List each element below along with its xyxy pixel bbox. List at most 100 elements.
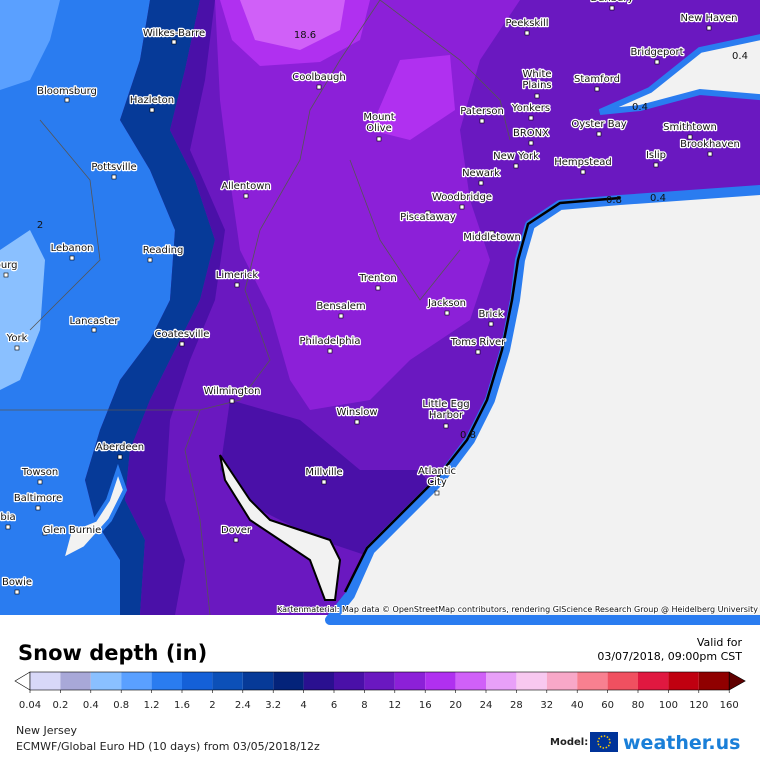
city-dot (528, 115, 534, 121)
attribution: Kartenmaterial: Map data © OpenStreetMap… (277, 605, 758, 614)
city-label: Hempstead (554, 157, 612, 168)
city-dot (179, 341, 185, 347)
snow-area (370, 55, 455, 140)
city-label: Jackson (427, 298, 466, 309)
colorbar-label: 2 (209, 700, 215, 711)
colorbar-arrow (14, 671, 31, 691)
colorbar-swatch (668, 672, 699, 690)
city-dot (534, 93, 540, 99)
city-labels: Wilkes-Barre Bloomsburg Hazleton Pottsville… (0, 0, 741, 595)
city-label: Baltimore (14, 493, 62, 504)
city-label: Reading (143, 245, 184, 256)
bay (219, 454, 342, 601)
city-dot (243, 193, 249, 199)
colorbar-swatch (30, 672, 61, 690)
colorbar-swatch (182, 672, 213, 690)
city-dot (233, 537, 239, 543)
city-dot (354, 419, 360, 425)
city-label: Harbor (429, 410, 464, 421)
city-label: City (427, 477, 447, 488)
city-dot (171, 39, 177, 45)
city-label: Middletown (463, 232, 521, 243)
city-dot (596, 131, 602, 137)
snow-area (240, 0, 345, 50)
city-label: Stamford (574, 74, 620, 85)
eu-flag (590, 732, 618, 752)
state-border (379, 0, 511, 141)
contour-label: 0.4 (650, 193, 666, 204)
model-run: ECMWF/Global Euro HD (10 days) from 03/0… (16, 740, 320, 753)
city-label: Allentown (221, 181, 270, 192)
colorbar-swatch (334, 672, 365, 690)
colorbar-label: 160 (720, 700, 739, 711)
city-label: Little Egg (422, 399, 469, 410)
borders (0, 0, 511, 616)
snow-area (0, 230, 45, 390)
colorbar-swatch (90, 672, 122, 690)
colorbar-label: 2.4 (235, 700, 251, 711)
city-dot (338, 313, 344, 319)
city-dot (147, 257, 153, 263)
region: New Jersey (16, 724, 78, 737)
state-border (184, 409, 211, 616)
city-dot (513, 163, 519, 169)
colorbar-swatch (212, 672, 243, 690)
colorbar-swatch (516, 672, 547, 690)
colorbar-label: 16 (419, 700, 432, 711)
city-label: Bridgeport (630, 47, 683, 58)
city-label: Smithtown (663, 122, 717, 133)
city-dot (687, 134, 693, 140)
eu-stars (597, 735, 611, 749)
city-dot (580, 169, 586, 175)
city-label: Peekskill (505, 18, 548, 29)
city-label: Trenton (358, 273, 396, 284)
colorbar-label: 0.2 (52, 700, 68, 711)
city-dot (117, 454, 123, 460)
city-dot (14, 345, 20, 351)
city-label: Danbury (591, 0, 634, 4)
coastline (343, 196, 621, 593)
city-label: Brookhaven (680, 139, 740, 150)
city-dot (706, 25, 712, 31)
valid-label: Valid for (697, 636, 743, 649)
city-label: Dover (221, 525, 252, 536)
city-dot (653, 162, 659, 168)
city-dot (64, 97, 70, 103)
city-label: Philadelphia (300, 336, 361, 347)
colorbar-label: 24 (480, 700, 493, 711)
colorbar-label: 4 (300, 700, 306, 711)
colorbar-label: 120 (689, 700, 708, 711)
city-dot (91, 327, 97, 333)
colorbar-label: 60 (601, 700, 614, 711)
model-label: Model: (550, 737, 588, 748)
contour-label: 18.6 (294, 30, 316, 41)
city-dot (3, 272, 9, 278)
city-dot (434, 490, 440, 496)
colorbar-label: 1.2 (144, 700, 160, 711)
colorbar-label: 3.2 (265, 700, 281, 711)
city-dot (478, 180, 484, 186)
colorbar-label: 12 (388, 700, 401, 711)
city-dot (111, 174, 117, 180)
city-dot (489, 230, 495, 236)
colorbar-label: 40 (571, 700, 584, 711)
city-label: Bensalem (316, 301, 365, 312)
colorbar-swatch (273, 672, 304, 690)
city-dot (443, 423, 449, 429)
colorbar-label: 28 (510, 700, 523, 711)
colorbar-arrow (728, 671, 746, 691)
city-dot (376, 136, 382, 142)
city-label: Millville (305, 467, 342, 478)
city-label: Mount (363, 112, 394, 123)
city-label: Coolbaugh (292, 72, 346, 83)
city-label: Bloomsburg (37, 86, 97, 97)
colorbar-swatch (607, 672, 638, 690)
county-border (29, 119, 101, 331)
county-border (349, 159, 461, 301)
city-label: Bowie (2, 577, 32, 588)
colorbar-label: 32 (540, 700, 553, 711)
city-dot (707, 151, 713, 157)
colorbar-swatch (121, 672, 152, 690)
city-dot (459, 204, 465, 210)
